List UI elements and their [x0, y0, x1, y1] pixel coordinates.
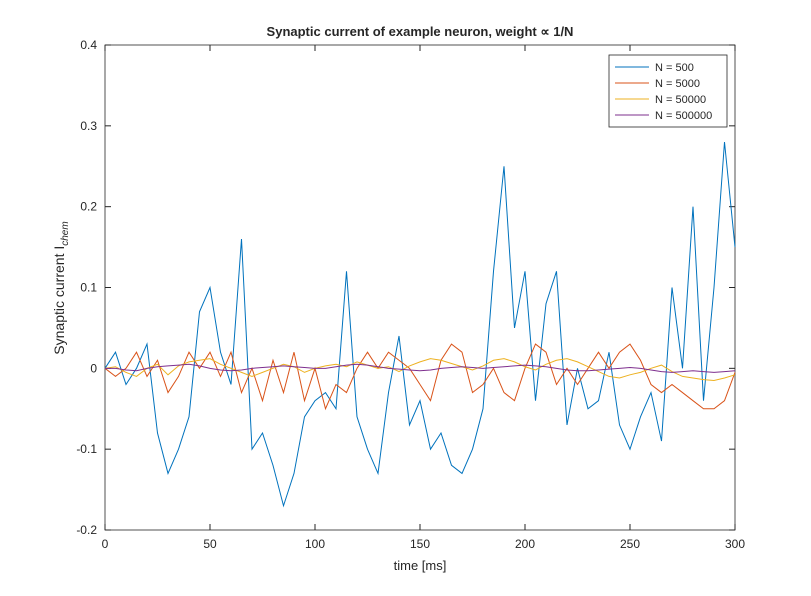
x-tick-label: 0 — [102, 537, 109, 551]
x-tick-label: 50 — [203, 537, 217, 551]
y-tick-label: 0.1 — [80, 281, 97, 295]
y-tick-label: 0.4 — [80, 38, 97, 52]
legend: N = 500 N = 5000 N = 50000 N = 500000 — [608, 54, 728, 128]
x-tick-label: 300 — [725, 537, 745, 551]
legend-label: N = 500000 — [655, 110, 712, 122]
series-line — [105, 363, 736, 373]
legend-label: N = 500 — [655, 62, 694, 74]
chart-title: Synaptic current of example neuron, weig… — [267, 24, 574, 39]
x-tick-label: 150 — [410, 537, 430, 551]
y-axis-label: Synaptic current Ichem — [51, 221, 71, 354]
y-tick-label: -0.2 — [76, 523, 97, 537]
y-label-main: Synaptic current I — [51, 246, 67, 355]
x-axis-label: time [ms] — [394, 558, 447, 573]
y-label-subscript: chem — [60, 221, 71, 245]
x-tick-label: 200 — [515, 537, 535, 551]
legend-label: N = 5000 — [655, 78, 700, 90]
y-tick-label: -0.1 — [76, 442, 97, 456]
x-tick-label: 100 — [305, 537, 325, 551]
y-tick-label: 0.2 — [80, 200, 97, 214]
x-tick-label: 250 — [620, 537, 640, 551]
series-line — [104, 343, 736, 411]
y-tick-label: 0.3 — [80, 119, 97, 133]
series-line — [104, 141, 736, 508]
y-tick-label: 0 — [90, 361, 97, 375]
legend-label: N = 50000 — [655, 94, 706, 106]
series-line — [104, 358, 736, 381]
